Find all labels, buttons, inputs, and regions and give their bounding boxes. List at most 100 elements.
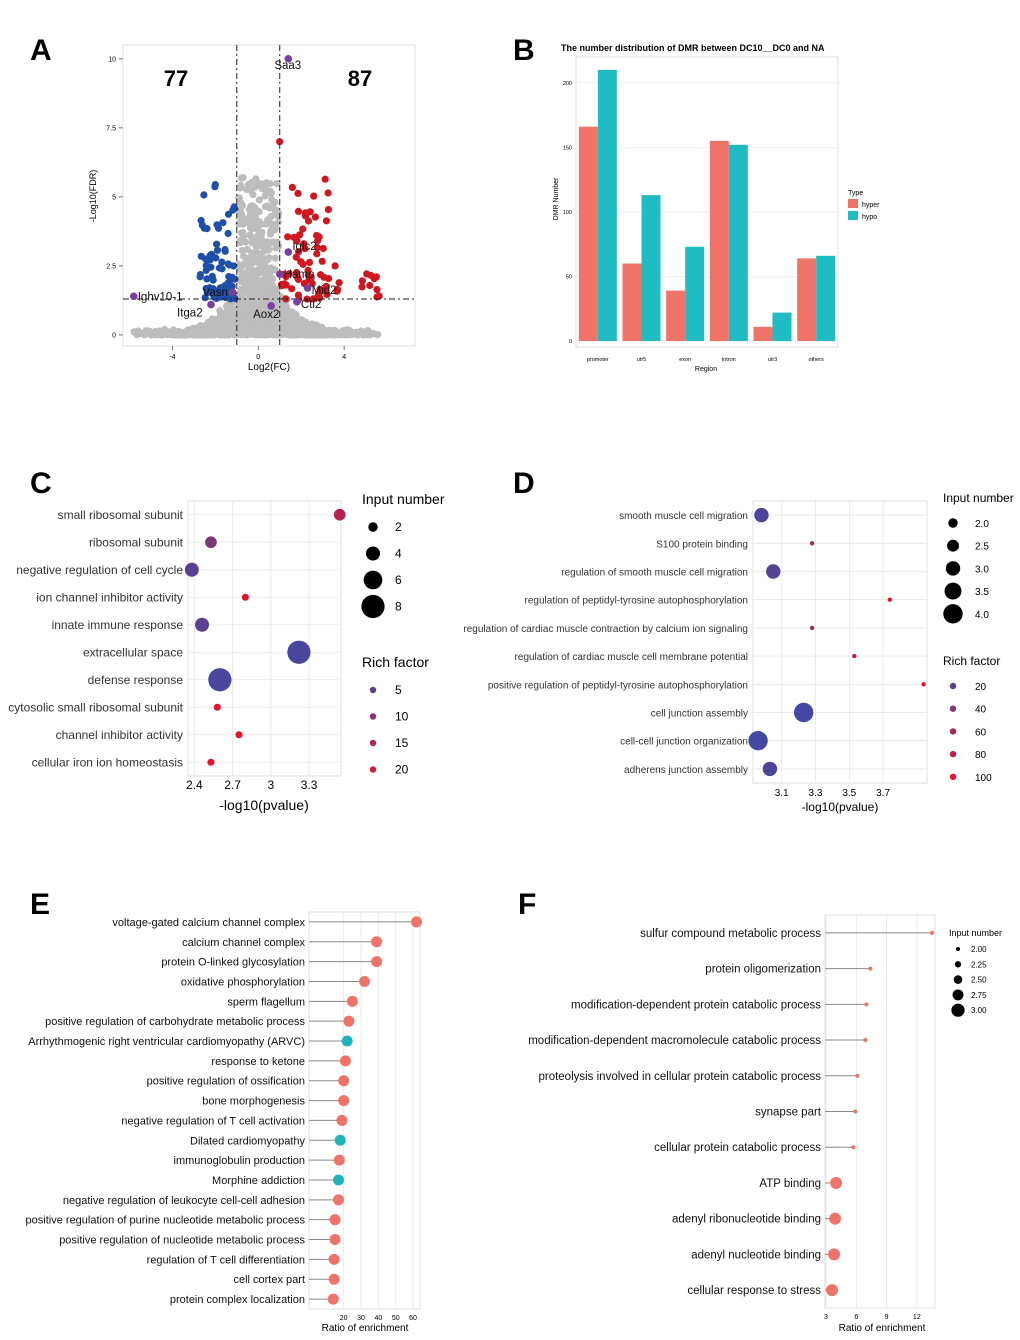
point-up xyxy=(314,236,322,245)
labeled-point xyxy=(303,284,312,292)
term-label: S100 protein binding xyxy=(656,539,748,550)
term-label: proteolysis involved in cellular protein… xyxy=(538,1071,821,1083)
point-down xyxy=(225,273,233,281)
labeled-point xyxy=(267,302,275,310)
point-ns xyxy=(272,206,280,214)
term-label: response to ketone xyxy=(211,1056,305,1068)
lollipop-head xyxy=(830,1176,843,1189)
bar-hypo xyxy=(728,144,748,341)
lollipop-head xyxy=(328,1273,340,1285)
point-up xyxy=(318,257,326,265)
term-dot xyxy=(809,625,815,631)
panel-f-size-legend-title: Input number xyxy=(949,928,1002,938)
term-label: protein oligomerization xyxy=(705,964,821,976)
lollipop-head xyxy=(332,1174,344,1186)
bar-hyper xyxy=(709,140,729,341)
term-dot xyxy=(208,668,232,692)
y-tick-label: 200 xyxy=(563,81,572,87)
term-dot xyxy=(333,508,346,521)
point-up xyxy=(282,295,290,303)
panel-c-size-legend-title: Input number xyxy=(362,491,445,507)
point-up xyxy=(288,285,296,293)
point-down xyxy=(196,273,204,281)
panel-b-legend-title: Type xyxy=(848,190,863,197)
term-dot xyxy=(205,536,217,549)
labeled-point xyxy=(284,248,293,256)
lollipop-head xyxy=(329,1234,341,1246)
term-label: adenyl nucleotide binding xyxy=(691,1249,821,1261)
bar-hypo xyxy=(772,312,792,341)
term-label: modification-dependent protein catabolic… xyxy=(571,999,821,1011)
point-up xyxy=(316,294,324,302)
panel-a-xlabel: Log2(FC) xyxy=(248,362,290,373)
x-tick-label: 20 xyxy=(340,1315,348,1322)
y-tick-label: 0 xyxy=(112,332,116,339)
point-up xyxy=(308,279,316,287)
size-legend-dot xyxy=(956,947,960,951)
term-label: ATP binding xyxy=(759,1178,821,1190)
point-label: Itga2 xyxy=(177,308,203,320)
color-legend-dot xyxy=(949,750,957,758)
size-legend-dot xyxy=(945,561,961,576)
x-tick-label: exon xyxy=(679,357,691,363)
size-legend-label: 3.0 xyxy=(975,564,989,575)
term-label: regulation of smooth muscle cell migrati… xyxy=(561,568,748,579)
point-up xyxy=(304,217,313,225)
labeled-point xyxy=(129,292,138,301)
term-label: positive regulation of peptidyl-tyrosine… xyxy=(488,680,748,691)
panel-f-lollipop: 3 6 9 12 sulfur compound metabolic process pr… xyxy=(528,914,1002,1334)
term-label: cellular iron ion homeostasis xyxy=(32,755,183,769)
point-ns xyxy=(321,330,329,338)
point-ns xyxy=(249,190,257,199)
x-tick-label: 3 xyxy=(824,1314,828,1321)
panel-letter-b: B xyxy=(513,34,535,67)
panel-e-lollipop: 20 30 40 50 60 voltage-gated calcium channel … xyxy=(26,911,423,1334)
size-legend-dot xyxy=(952,989,964,1001)
point-up xyxy=(285,270,293,278)
term-label: synapse part xyxy=(755,1107,822,1119)
x-tick-label: 12 xyxy=(913,1314,921,1321)
term-label: extracellular space xyxy=(83,645,183,659)
term-label: ribosomal subunit xyxy=(89,535,184,549)
size-legend-dot xyxy=(944,582,962,600)
point-ns xyxy=(251,204,259,212)
term-label: defense response xyxy=(88,673,184,687)
point-down xyxy=(213,221,221,229)
x-tick-label: others xyxy=(809,357,825,363)
term-label: negative regulation of leukocyte cell-ce… xyxy=(63,1195,305,1207)
color-legend-label: 40 xyxy=(975,705,987,716)
point-ns xyxy=(134,327,142,335)
panel-a-ylabel: -Log10(FDR) xyxy=(88,170,98,223)
x-tick-label: 4 xyxy=(342,354,346,361)
color-legend-label: 10 xyxy=(395,710,409,724)
point-ns xyxy=(242,238,250,246)
size-legend-label: 3.00 xyxy=(971,1006,987,1015)
point-ns xyxy=(248,329,256,337)
point-ns xyxy=(260,306,268,314)
point-down xyxy=(208,272,216,280)
point-ns xyxy=(201,325,209,334)
size-legend-dot xyxy=(948,518,958,528)
point-ns xyxy=(243,312,251,320)
point-ns xyxy=(236,206,244,215)
term-label: protein O-linked glycosylation xyxy=(161,957,305,969)
point-ns xyxy=(259,277,267,285)
point-up xyxy=(335,279,343,287)
point-label: Ighv10-1 xyxy=(138,291,183,303)
point-ns xyxy=(261,192,269,200)
point-ns xyxy=(277,331,285,339)
lollipop-head xyxy=(929,930,934,935)
panel-b-xlabel: Region xyxy=(695,366,717,373)
point-ns xyxy=(169,330,177,338)
panel-f-xlabel: Ratio of enrichment xyxy=(839,1323,926,1334)
size-legend-label: 2.25 xyxy=(971,960,987,969)
point-up xyxy=(284,233,292,241)
point-ns xyxy=(243,317,251,326)
term-label: adherens junction assembly xyxy=(624,765,748,776)
lollipop-head xyxy=(341,1035,353,1047)
term-label: protein complex localization xyxy=(170,1294,305,1306)
lollipop-head xyxy=(334,1134,346,1146)
panel-c-dotplot: 2.4 2.7 3 3.3 small ribosomal subunit ribosom… xyxy=(8,491,445,813)
term-label: cell-cell junction organization xyxy=(620,737,748,748)
point-ns xyxy=(220,310,228,318)
